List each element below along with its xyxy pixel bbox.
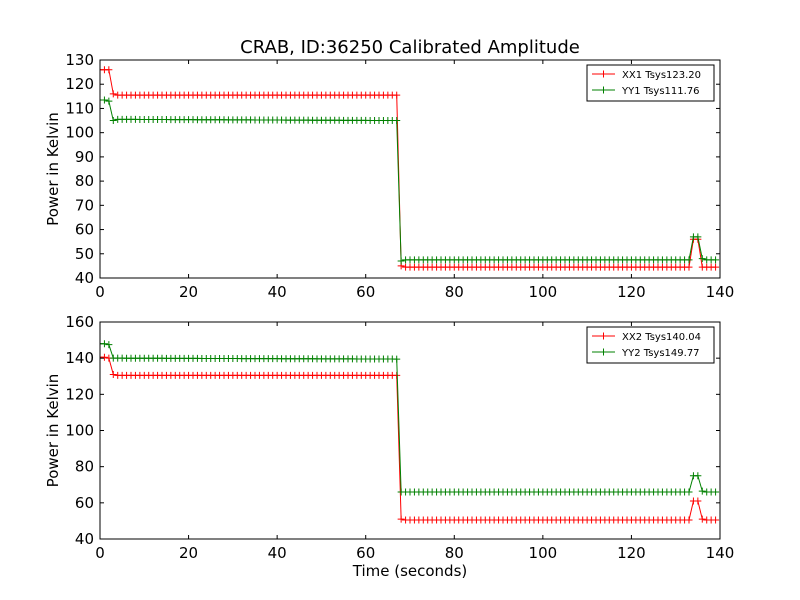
data-point [712,263,720,271]
y-axis-label: Power in Kelvin [44,112,62,226]
series-1 [100,353,720,524]
data-point [109,90,117,98]
y-tick-label: 140 [65,349,94,367]
legend-entry: YY2 Tsys149.77 [592,348,700,359]
x-tick-label: 60 [356,544,375,562]
data-point [100,340,108,348]
y-tick-label: 40 [75,269,94,287]
data-point [109,117,117,125]
axes-frame [99,59,721,279]
y-tick-label: 40 [75,530,94,548]
legend-box [586,64,715,102]
y-tick-label: 60 [75,494,94,512]
data-point [694,497,702,505]
data-point [393,91,401,99]
legend-marker [600,70,607,78]
data-point [393,355,401,363]
y-tick-label: 80 [75,172,94,190]
x-tick-label: 80 [445,544,464,562]
y-tick-label: 100 [65,124,94,142]
y-tick-label: 130 [65,51,94,69]
x-tick-label: 100 [529,283,558,301]
data-point [694,233,702,241]
y-tick-label: 70 [75,196,94,214]
bottom-chart-panel: 0 20 40 60 80 100 120 140 40 60 80 100 120 140 160 Powe… [44,313,734,580]
data-point [100,353,108,361]
legend-box [586,326,715,364]
y-tick-label: 60 [75,221,94,239]
data-point [100,96,108,104]
data-point [685,256,693,264]
series-1 [100,66,720,271]
data-point [105,97,113,105]
data-point [685,263,693,271]
data-point [393,117,401,125]
x-axis-label: Time (seconds) [352,562,468,580]
plot-area [100,340,720,524]
y-tick-label: 160 [65,313,94,331]
data-point [694,472,702,480]
legend-label: XX2 Tsys140.04 [622,332,701,343]
legend-label: XX1 Tsys123.20 [622,70,701,81]
x-tick-label: 40 [268,544,287,562]
data-point [712,516,720,524]
data-point [105,66,113,74]
legend: XX2 Tsys140.04 YY2 Tsys149.77 [586,326,715,364]
x-tick-label: 100 [529,544,558,562]
y-axis-label: Power in Kelvin [44,374,62,488]
x-tick-label: 20 [179,544,198,562]
legend-marker [600,348,607,356]
x-tick-label: 120 [617,283,646,301]
x-tick-label: 140 [706,283,735,301]
data-point [685,516,693,524]
data-point [105,341,113,349]
legend-entry: XX1 Tsys123.20 [592,70,701,81]
legend-entry: XX2 Tsys140.04 [592,332,701,343]
y-tick-label: 90 [75,148,94,166]
x-tick-label: 140 [706,544,735,562]
data-point [109,370,117,378]
data-point [712,488,720,496]
data-point [698,487,706,495]
legend-entry: YY1 Tsys111.76 [592,86,700,97]
plot-area [100,66,720,271]
y-tick-label: 50 [75,245,94,263]
data-point [397,515,405,523]
y-tick-label: 100 [65,422,94,440]
x-tick-label: 20 [179,283,198,301]
chart-title: CRAB, ID:36250 Calibrated Amplitude [240,37,580,58]
x-tick-label: 120 [617,544,646,562]
x-tick-label: 40 [268,283,287,301]
legend: XX1 Tsys123.20 YY1 Tsys111.76 [586,64,715,102]
y-tick-label: 80 [75,458,94,476]
data-point [685,488,693,496]
legend-marker [600,86,607,94]
x-tick-label: 0 [95,283,105,301]
legend-marker [600,332,607,340]
x-tick-label: 0 [95,544,105,562]
y-tick-label: 120 [65,385,94,403]
legend-label: YY2 Tsys149.77 [621,348,700,359]
y-tick-label: 120 [65,75,94,93]
y-tick-label: 110 [65,99,94,117]
data-point [712,256,720,264]
x-tick-label: 60 [356,283,375,301]
legend-label: YY1 Tsys111.76 [621,86,700,97]
x-tick-label: 80 [445,283,464,301]
series-2 [100,96,720,265]
data-point [397,257,405,265]
series-2 [100,340,720,496]
data-point [698,255,706,263]
top-chart-panel: 0 20 40 60 80 100 120 140 40 50 60 70 80 90 100 110 120 1… [44,37,734,301]
data-point [698,515,706,523]
